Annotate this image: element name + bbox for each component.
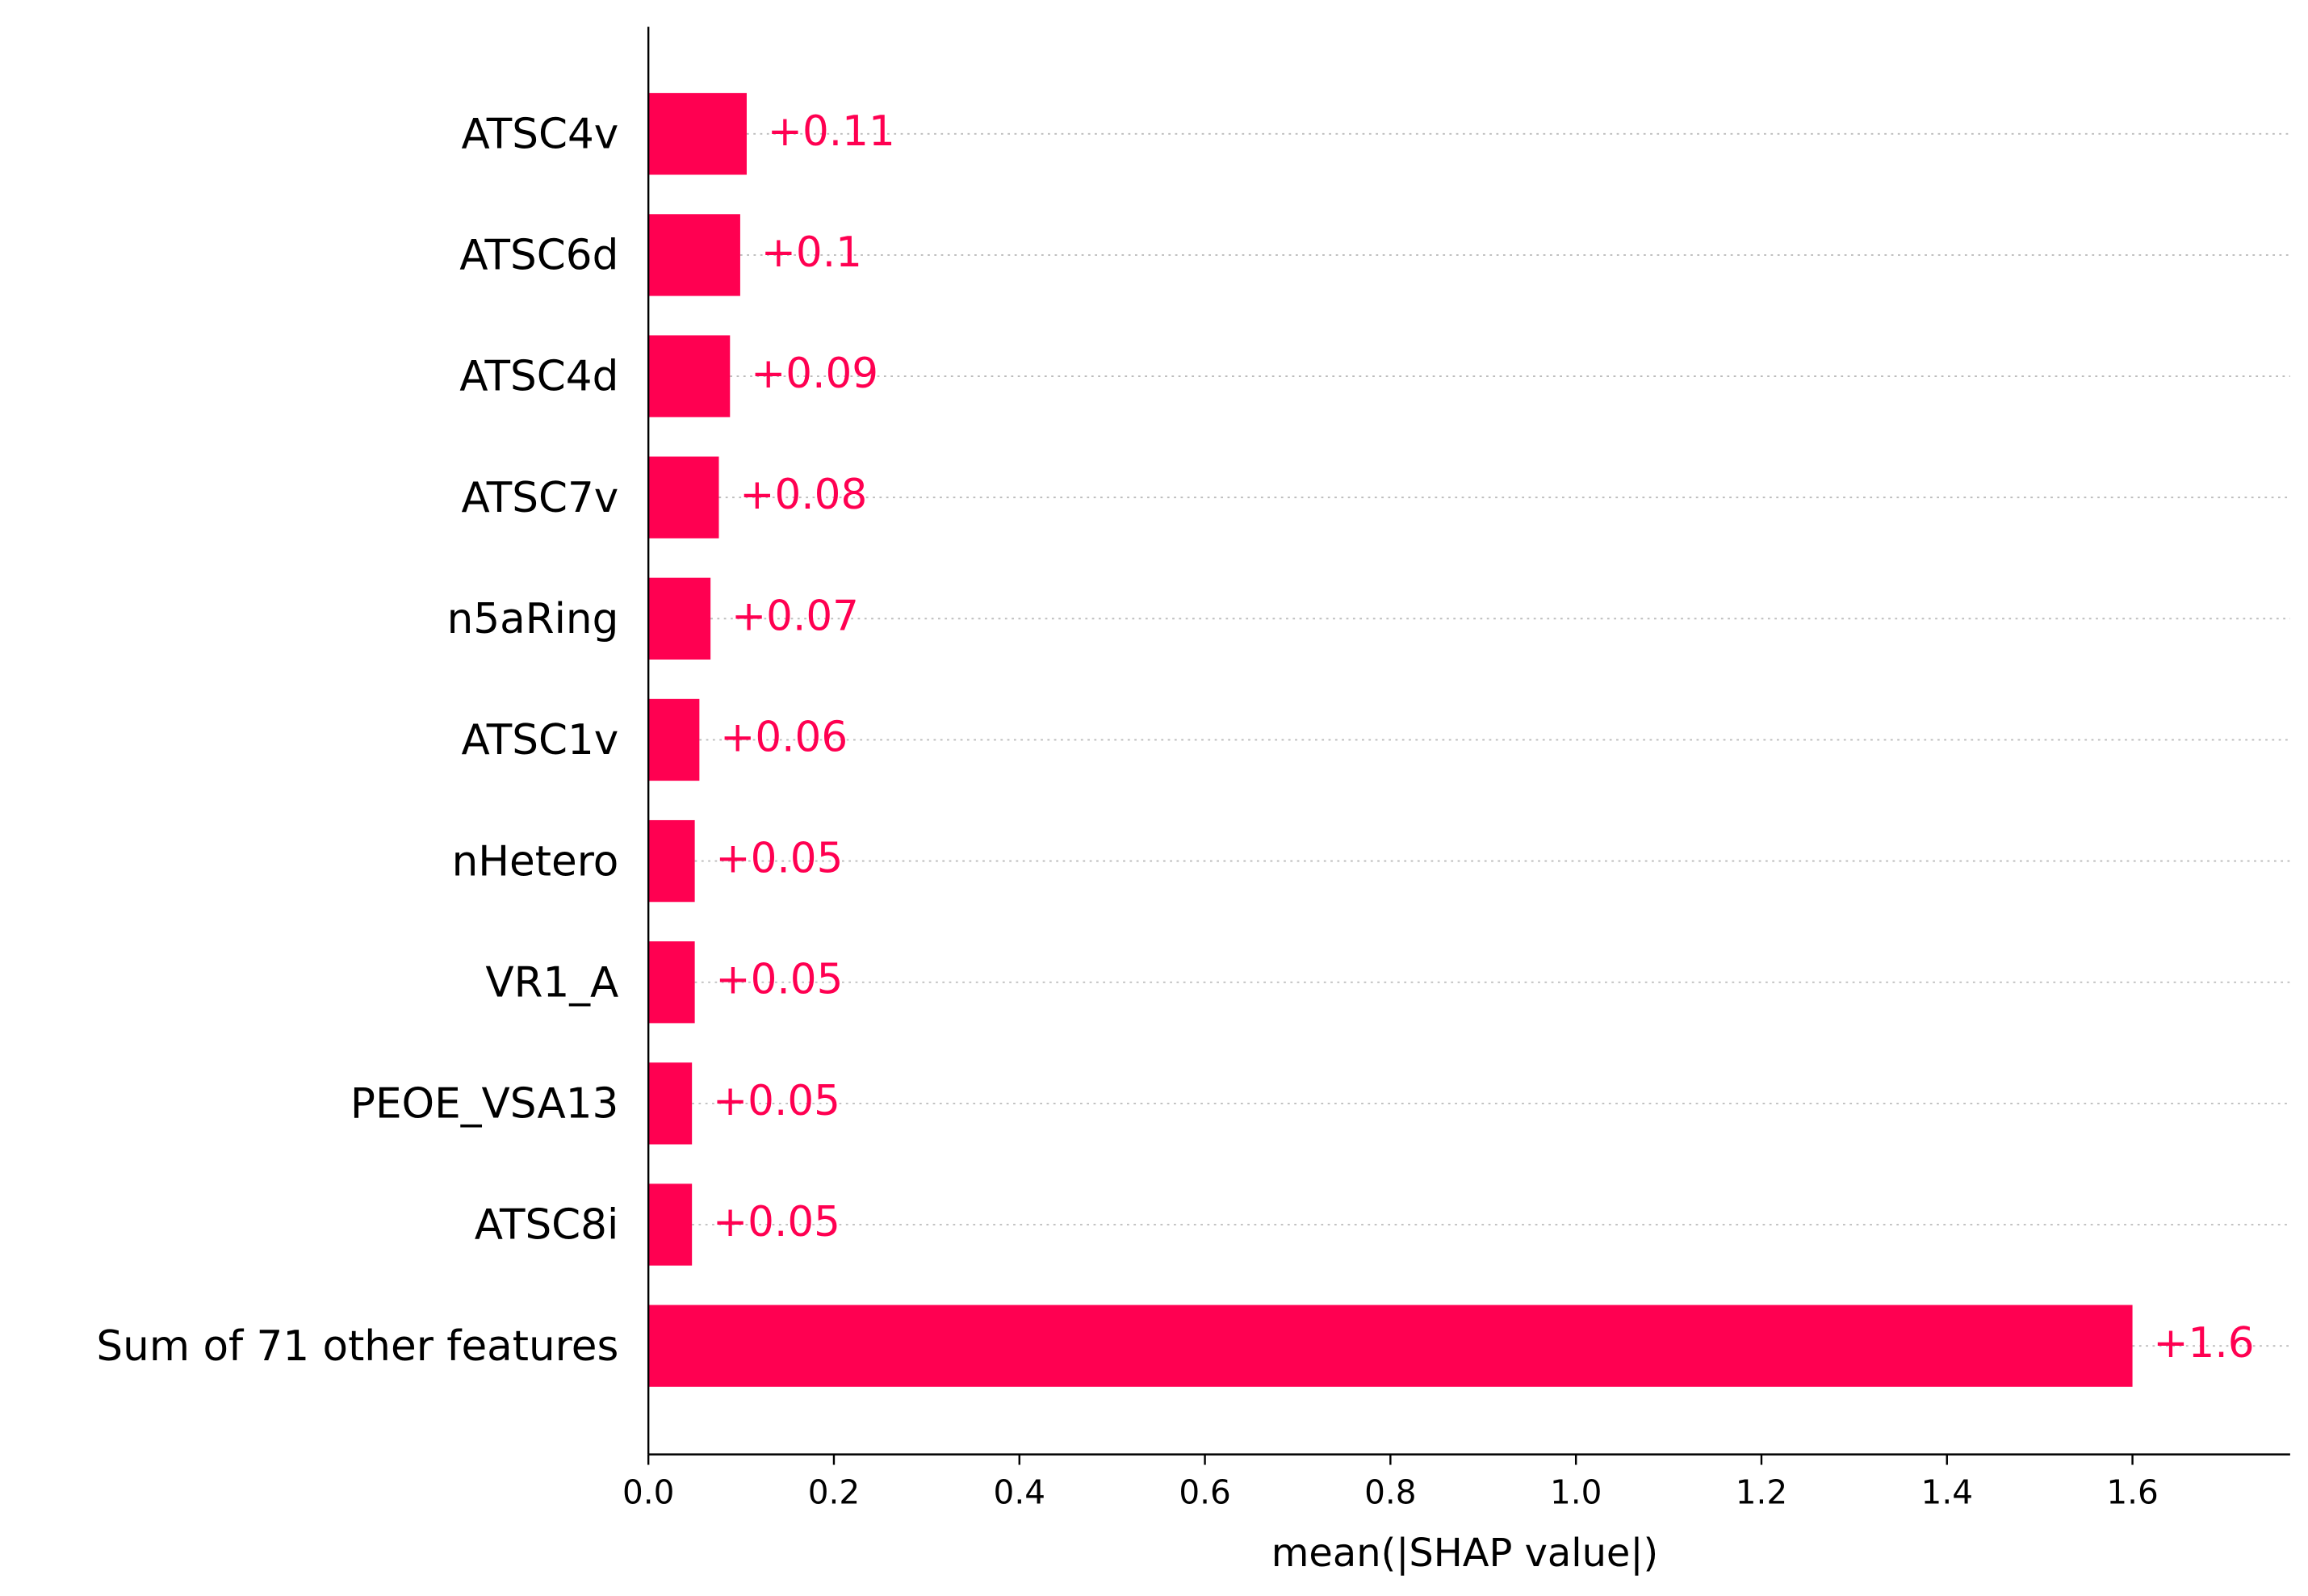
value-label: +0.08 [739,471,867,519]
bar [648,456,719,538]
y-tick-label: ATSC7v [462,474,619,522]
x-tick-label: 0.8 [1364,1472,1416,1511]
bar [648,1305,2133,1387]
x-tick-label: 0.0 [622,1472,674,1511]
bar [648,1062,693,1145]
x-tick-label: 0.4 [994,1472,1045,1511]
x-tick-label: 0.2 [808,1472,860,1511]
bar [648,941,695,1024]
x-tick-label: 1.6 [2106,1472,2158,1511]
value-label: +0.05 [715,835,843,883]
bar [648,1183,693,1266]
y-tick-label: nHetero [452,837,619,886]
bar [648,335,731,417]
bar [648,698,700,781]
x-tick-label: 1.4 [1921,1472,1973,1511]
x-tick-label: 0.6 [1179,1472,1230,1511]
y-tick-label: ATSC4v [462,110,619,158]
value-label: +0.05 [713,1077,840,1125]
y-tick-label: PEOE_VSA13 [350,1080,618,1129]
value-label: +0.09 [751,350,878,398]
y-tick-label: Sum of 71 other features [96,1322,618,1371]
value-label: +1.6 [2153,1319,2254,1368]
y-tick-label: ATSC1v [462,716,619,764]
y-tick-label: ATSC6d [459,232,618,280]
value-label: +0.05 [713,1198,840,1246]
value-label: +0.06 [720,713,848,761]
x-tick-label: 1.0 [1550,1472,1602,1511]
x-axis-label: mean(|SHAP value|) [1271,1531,1658,1576]
value-label: +0.11 [768,107,895,156]
y-tick-label: ATSC4d [459,353,618,401]
y-tick-label: ATSC8i [475,1201,619,1250]
bar [648,577,711,660]
value-label: +0.07 [731,592,859,640]
x-tick-label: 1.2 [1736,1472,1787,1511]
y-tick-label: VR1_A [485,958,618,1007]
bar [648,93,747,175]
value-label: +0.05 [715,956,843,1004]
value-label: +0.1 [761,228,862,277]
bar [648,819,695,903]
y-tick-label: n5aRing [447,595,619,643]
bar [648,214,740,296]
